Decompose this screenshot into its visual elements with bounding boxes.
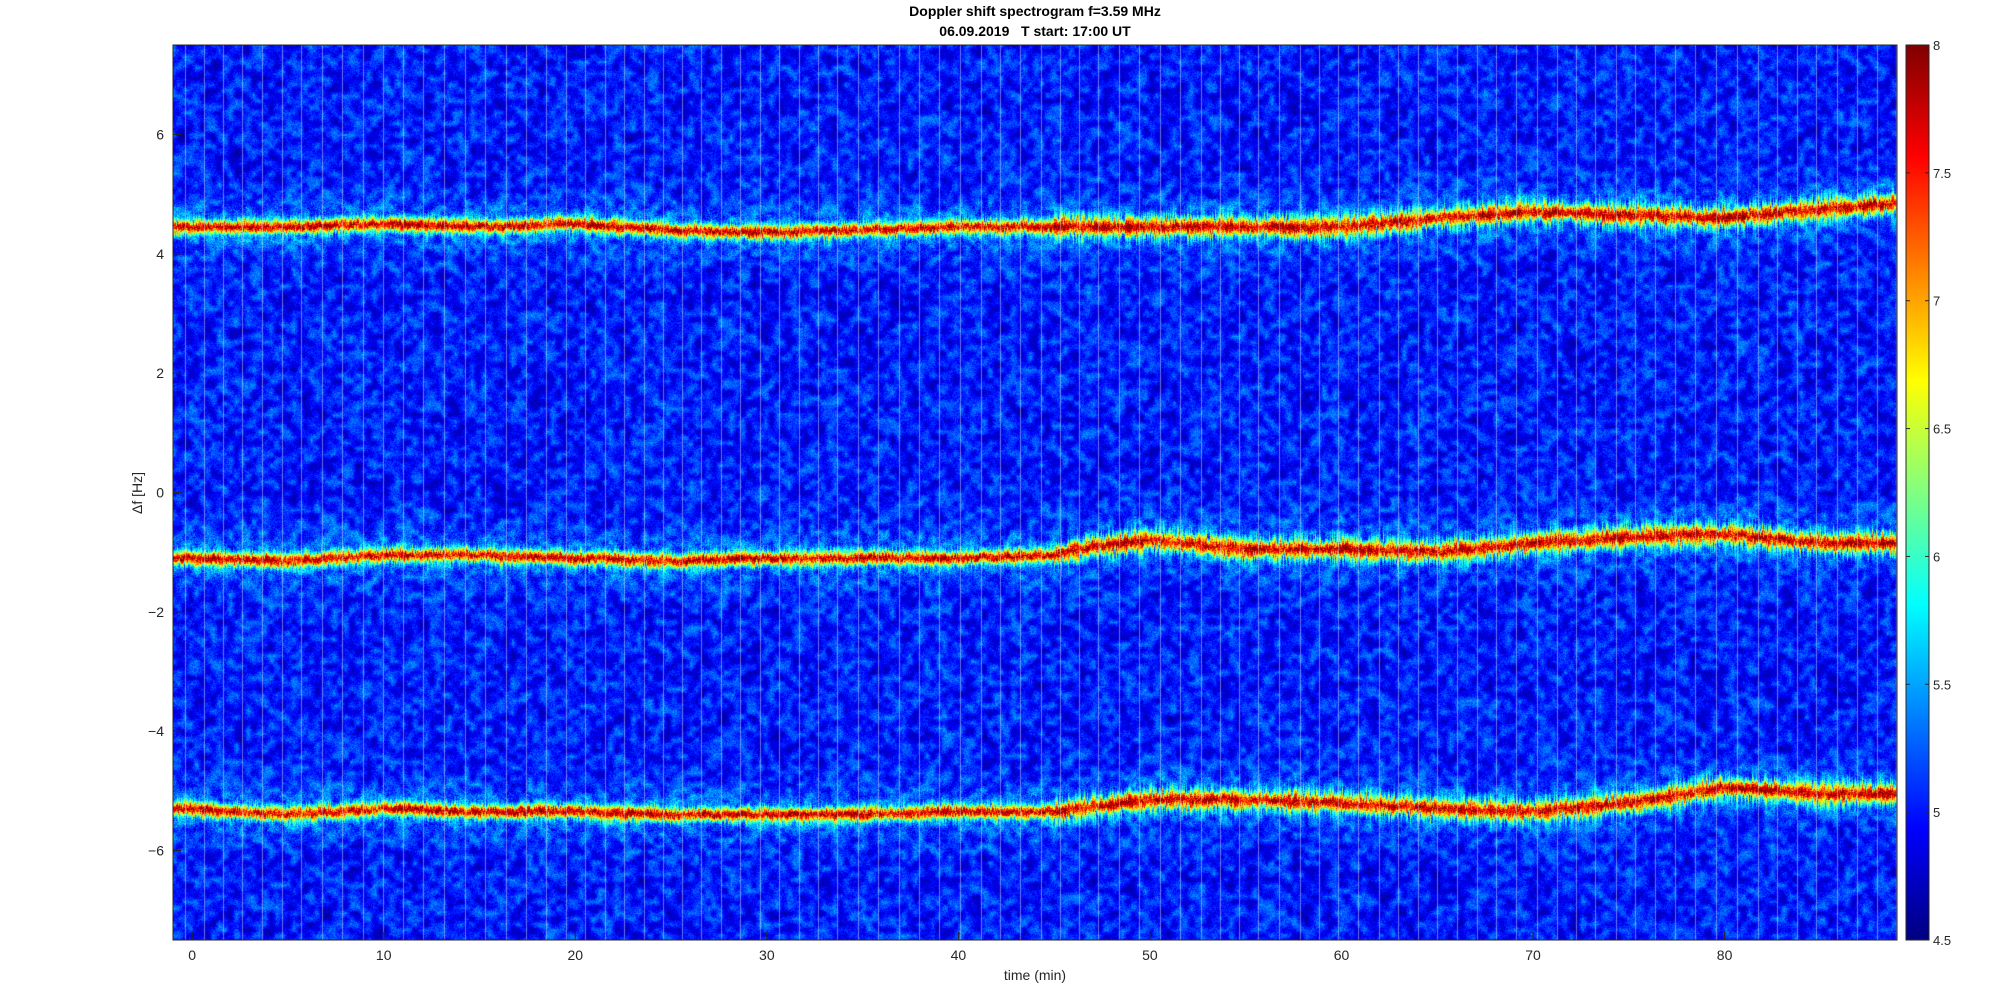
x-tick-label: 30 xyxy=(759,947,775,963)
colorbar-frame xyxy=(1905,44,1930,941)
chart-subtitle: 06.09.2019 T start: 17:00 UT xyxy=(939,23,1131,39)
colorbar-tick-label: 5 xyxy=(1933,805,1940,820)
x-tick-label: 0 xyxy=(188,947,196,963)
colorbar-tick-label: 6 xyxy=(1933,549,1940,564)
y-tick-label: −2 xyxy=(148,604,164,620)
colorbar-tick-label: 6.5 xyxy=(1933,422,1951,437)
y-axis-label: Δf [Hz] xyxy=(129,472,145,514)
x-tick-label: 50 xyxy=(1142,947,1158,963)
x-tick-label: 80 xyxy=(1717,947,1733,963)
chart-title: Doppler shift spectrogram f=3.59 MHz xyxy=(909,3,1161,19)
x-tick-label: 70 xyxy=(1525,947,1541,963)
y-tick-label: 2 xyxy=(156,365,164,381)
x-tick-label: 60 xyxy=(1334,947,1350,963)
colorbar-tick-label: 7 xyxy=(1933,294,1940,309)
y-tick-label: 4 xyxy=(156,246,164,262)
y-axis: −6 −4 −2 0 2 4 6 xyxy=(148,127,181,859)
plot-area xyxy=(172,44,1898,941)
colorbar-tick-label: 4.5 xyxy=(1933,933,1951,948)
x-tick-label: 10 xyxy=(376,947,392,963)
y-tick-label: −4 xyxy=(148,723,164,739)
heatmap xyxy=(173,45,1897,940)
colorbar-ticks: 4.5 5 5.5 6 6.5 7 7.5 8 xyxy=(1906,38,1951,948)
y-tick-label: 0 xyxy=(156,485,164,501)
colorbar-tick-label: 8 xyxy=(1933,38,1940,53)
heatmap-canvas-holder xyxy=(173,45,1897,940)
x-tick-label: 20 xyxy=(567,947,583,963)
colorbar-tick-label: 5.5 xyxy=(1933,677,1951,692)
x-tick-label: 40 xyxy=(951,947,967,963)
colorbar-tick-label: 7.5 xyxy=(1933,166,1951,181)
y-tick-label: 6 xyxy=(156,127,164,143)
colorbar-gradient xyxy=(1906,45,1929,940)
x-axis-label: time (min) xyxy=(1004,967,1066,983)
colorbar: 4.5 5 5.5 6 6.5 7 7.5 8 xyxy=(1905,38,1951,948)
x-axis: 0 10 20 30 40 50 60 70 80 xyxy=(188,932,1733,963)
y-tick-label: −6 xyxy=(148,843,164,859)
